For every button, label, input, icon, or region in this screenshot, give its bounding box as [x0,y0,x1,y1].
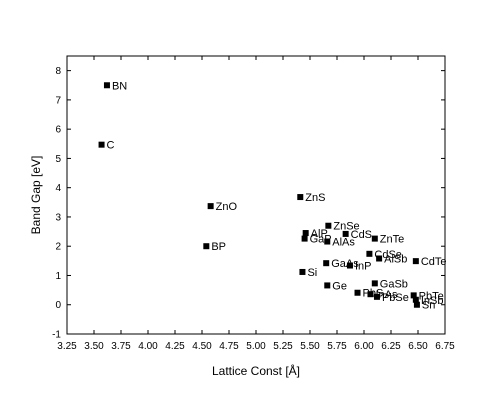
y-tick-label: 2 [55,242,61,253]
y-axis-ticks: -1 0 1 2 3 4 5 6 7 8 [52,66,445,341]
x-tick-label: 4.00 [138,341,158,352]
y-tick-label: 3 [55,212,61,223]
data-point-sn [413,301,420,308]
x-tick-label: 5.75 [327,341,347,352]
data-point-pbte [410,292,417,299]
y-tick-label: -1 [52,330,61,341]
x-tick-label: 5.50 [300,341,320,352]
x-tick-label: 4.50 [192,341,212,352]
y-tick-label: 5 [55,154,61,165]
data-point-insb [412,296,419,303]
data-point-gasb [371,280,378,287]
x-tick-label: 5.00 [246,341,266,352]
data-label-gasb: GaSb [380,278,408,290]
x-tick-label: 6.50 [408,341,428,352]
data-point-znse [325,222,332,229]
y-tick-label: 6 [55,125,61,136]
data-point-alp [302,230,309,237]
data-label-bp: BP [211,241,226,253]
y-axis-title: Band Gap [eV] [29,156,43,235]
data-point-bn [103,82,110,89]
data-label-cdte: CdTe [421,256,447,268]
data-label-inp: InP [355,261,372,273]
data-label-insb: InSb [421,295,444,307]
y-tick-label: 1 [55,271,61,282]
data-point-cds [342,230,349,237]
data-label-alp: AlP [311,228,328,240]
data-point-pbse [373,293,380,300]
data-point-cdte [412,258,419,265]
data-label-znse: ZnSe [333,221,359,233]
data-label-bn: BN [112,80,127,92]
data-point-inp [346,262,353,269]
x-tick-label: 4.75 [219,341,239,352]
x-tick-label: 5.25 [273,341,293,352]
data-point-gaas [323,260,330,267]
data-label-c: C [107,140,115,152]
y-tick-label: 0 [55,300,61,311]
data-point-alsb [376,255,383,262]
data-label-cds: CdS [351,229,372,241]
data-point-bp [203,243,210,250]
data-point-gap [301,235,308,242]
data-label-alas: AlAs [332,237,355,249]
data-point-alas [324,238,331,245]
data-label-ge: Ge [332,280,347,292]
data-label-inas: InAs [375,289,398,301]
data-point-pbs [354,289,361,296]
x-axis-ticks: 3.25 3.50 3.75 4.00 4.25 4.50 4.75 5.00 5.25 5.50… [57,56,455,352]
y-tick-label: 4 [55,183,61,194]
x-axis-title: Lattice Const [Å] [212,363,300,378]
x-tick-label: 3.50 [84,341,104,352]
y-tick-label: 8 [55,66,61,77]
data-label-pbse: PbSe [382,292,409,304]
x-tick-label: 3.25 [57,341,77,352]
data-point-zno [207,203,214,210]
data-label-pbte: PbTe [419,290,444,302]
data-point-znte [371,235,378,242]
y-tick-label: 7 [55,95,61,106]
data-label-zno: ZnO [216,201,238,213]
x-tick-label: 6.00 [354,341,374,352]
data-point-cdse [366,250,373,257]
x-tick-label: 6.25 [381,341,401,352]
x-tick-label: 3.75 [111,341,131,352]
data-point-si [299,268,306,275]
data-point-c [98,141,105,148]
data-point-ge [324,282,331,289]
data-point-inas [367,291,374,298]
data-label-znte: ZnTe [380,234,404,246]
x-tick-label: 4.25 [165,341,185,352]
data-label-si: Si [307,267,317,279]
data-label-alsb: AlSb [384,254,407,266]
data-label-zns: ZnS [305,192,325,204]
data-point-zns [297,194,304,201]
data-label-sn: Sn [422,300,435,312]
x-tick-label: 6.75 [435,341,455,352]
